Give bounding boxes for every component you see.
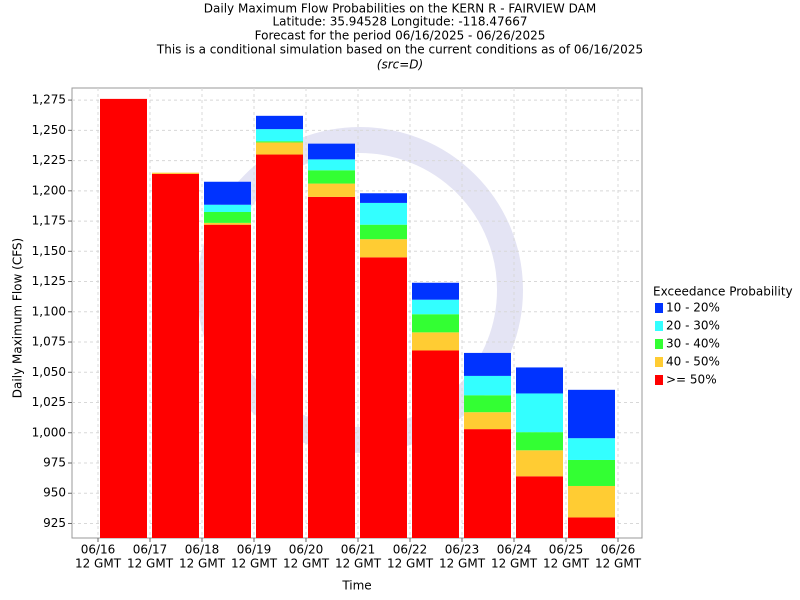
legend-swatch [655,303,663,313]
y-tick-label: 1,250 [32,123,66,137]
bar-segment [308,159,355,171]
y-tick-label: 950 [43,486,66,500]
bar-segment [360,257,407,538]
x-tick-label: 06/16 [81,543,116,557]
legend-swatch [655,375,663,385]
bar-segment [204,181,251,205]
y-tick-label: 1,025 [32,395,66,409]
x-tick-label: 12 GMT [387,557,434,571]
y-tick-label: 1,225 [32,153,66,167]
x-tick-label: 06/19 [237,543,272,557]
y-tick-label: 1,100 [32,304,66,318]
y-tick-label: 1,075 [32,335,66,349]
legend-swatch [655,321,663,331]
bar-segment [204,211,251,223]
x-tick-label: 12 GMT [335,557,382,571]
x-tick-label: 06/23 [445,543,480,557]
bar-segment [256,129,303,142]
bar-segment [152,173,199,539]
legend-label: 10 - 20% [666,301,720,315]
y-tick-label: 1,125 [32,274,66,288]
x-tick-label: 12 GMT [543,557,590,571]
bar-segment [464,352,511,376]
bar-segment [516,432,563,451]
x-tick-label: 06/18 [185,543,220,557]
bar-segment [568,459,615,486]
bar-segment [568,485,615,518]
y-tick-label: 925 [43,516,66,530]
y-tick-label: 1,275 [32,93,66,107]
legend-swatch [655,357,663,367]
y-tick-label: 1,050 [32,365,66,379]
bar-segment [516,393,563,433]
x-tick-label: 12 GMT [231,557,278,571]
bar-segment [204,222,251,225]
bar-segment [204,224,251,538]
bar-segment [412,282,459,300]
bar-segment [516,450,563,477]
title-line: This is a conditional simulation based o… [156,43,643,57]
x-tick-label: 12 GMT [491,557,538,571]
legend-label: >= 50% [666,373,717,387]
y-tick-label: 1,200 [32,183,66,197]
bar-segment [256,142,303,155]
x-tick-label: 06/26 [601,543,636,557]
bar-segment [256,154,303,538]
bar-segment [464,429,511,538]
bar-segment [412,314,459,333]
legend-label: 40 - 50% [666,355,720,369]
x-tick-label: 12 GMT [75,557,122,571]
bar-segment [516,367,563,394]
bar-segment [412,350,459,538]
x-tick-label: 12 GMT [595,557,642,571]
legend-swatch [655,339,663,349]
bar-segment [360,202,407,225]
bar-segment [516,476,563,538]
title-line: Forecast for the period 06/16/2025 - 06/… [255,29,546,43]
bar-segment [360,239,407,258]
x-tick-label: 12 GMT [283,557,330,571]
x-tick-label: 12 GMT [179,557,226,571]
bar-segment [308,183,355,197]
y-tick-label: 975 [43,456,66,470]
y-tick-label: 1,175 [32,214,66,228]
legend-title: Exceedance Probability [653,285,793,299]
x-tick-label: 06/20 [289,543,324,557]
bar-segment [464,375,511,396]
legend-label: 20 - 30% [666,319,720,333]
x-tick-label: 06/24 [497,543,532,557]
y-axis-label: Daily Maximum Flow (CFS) [11,238,25,398]
x-tick-label: 12 GMT [127,557,174,571]
bar-segment [204,204,251,212]
y-tick-label: 1,000 [32,425,66,439]
bar-segment [308,143,355,160]
bar-segment [568,438,615,460]
bar-segment [412,332,459,351]
bar-segment [308,196,355,538]
bar-segment [152,172,199,174]
x-tick-label: 12 GMT [439,557,486,571]
bar-segment [100,98,147,539]
bar-segment [464,412,511,430]
bar-segment [360,224,407,240]
y-tick-label: 1,150 [32,244,66,258]
title-line: Daily Maximum Flow Probabilities on the … [204,2,596,16]
bar-segment [256,115,303,130]
legend-label: 30 - 40% [666,337,720,351]
x-tick-label: 06/22 [393,543,428,557]
x-tick-label: 06/25 [549,543,584,557]
x-tick-label: 06/21 [341,543,376,557]
x-tick-label: 06/17 [133,543,168,557]
bar-segment [568,389,615,439]
bar-segment [412,299,459,315]
subtitle: (src=D) [377,58,423,72]
title-line: Latitude: 35.94528 Longitude: -118.47667 [272,15,527,29]
bar-segment [360,193,407,203]
bar-segment [256,141,303,143]
bar-segment [464,395,511,413]
bar-segment [308,170,355,184]
bar-segment [568,517,615,538]
x-axis-label: Time [341,579,371,593]
